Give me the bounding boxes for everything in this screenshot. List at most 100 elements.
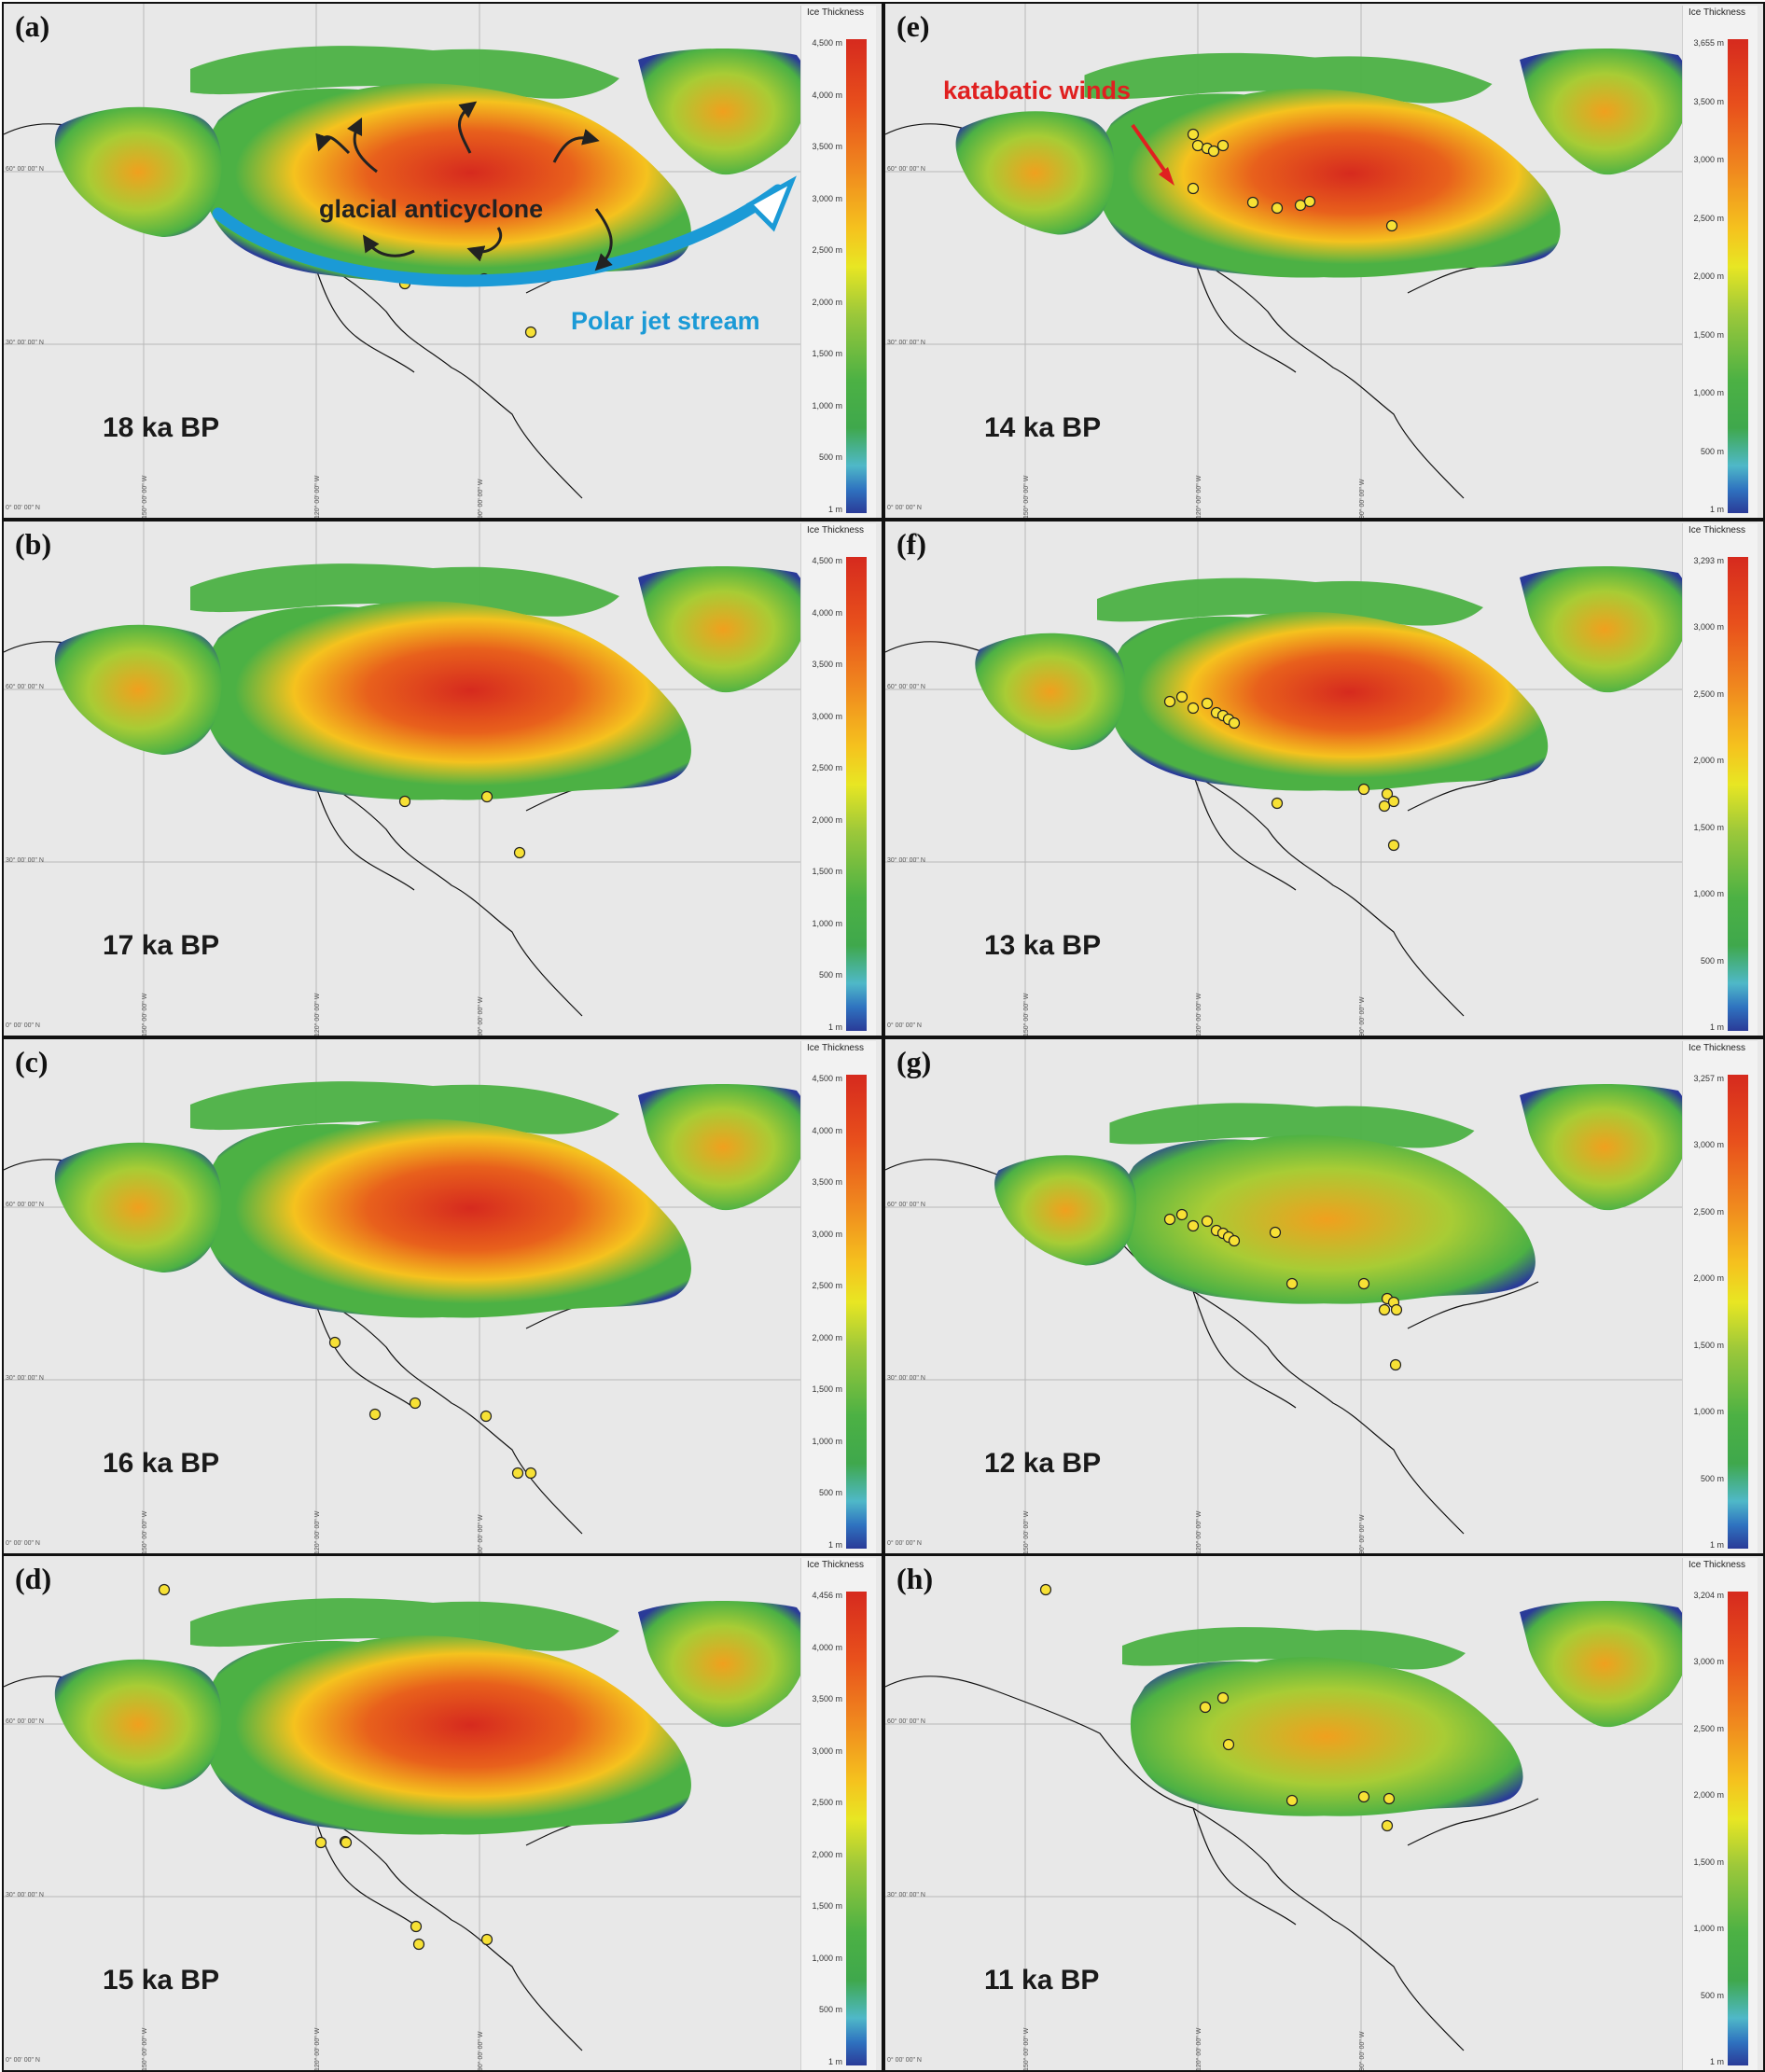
ice-thickness-legend: Ice Thickness 4,500 m 4,000 m 3,500 m 3,000 …	[800, 523, 876, 1036]
longitude-label: 90° 00' 00" W	[478, 2031, 484, 2071]
site-marker	[1187, 702, 1200, 715]
legend-tick-label: 2,500 m	[812, 1798, 842, 1808]
legend-tick-label: 2,000 m	[1693, 1790, 1724, 1801]
latitude-label: 60° 00' 00" N	[887, 166, 925, 173]
panel-letter: (d)	[15, 1562, 52, 1595]
greenland-ice-sheet	[1520, 49, 1690, 175]
site-marker	[524, 1467, 537, 1480]
legend-tick-label: 3,000 m	[1693, 155, 1724, 164]
legend-tick-label: 1,000 m	[1693, 388, 1724, 397]
longitude-label: 120° 00' 00" W	[1196, 2027, 1202, 2071]
age-label: 12 ka BP	[984, 1448, 1102, 1479]
legend-tick-label: 3,257 m	[1693, 1074, 1724, 1083]
map-panel-g: 60° 00' 00" N 30° 00' 00" N 0° 00' 00" N 15…	[883, 1037, 1765, 1555]
legend-color-bar	[1728, 39, 1748, 513]
site-marker	[1378, 800, 1391, 813]
legend-tick-label: 500 m	[1700, 1473, 1724, 1483]
longitude-label: 150° 00' 00" W	[142, 1510, 148, 1554]
latitude-label: 30° 00' 00" N	[887, 1892, 925, 1898]
ice-thickness-legend: Ice Thickness 3,293 m 3,000 m 2,500 m 2,000 …	[1682, 523, 1758, 1036]
site-marker	[368, 1408, 382, 1421]
site-marker	[1385, 219, 1398, 232]
map-panel-h: 60° 00' 00" N 30° 00' 00" N 0° 00' 00" N 15…	[883, 1554, 1765, 2072]
legend-tick-label: 2,500 m	[1693, 1723, 1724, 1733]
longitude-label: 90° 00' 00" W	[478, 996, 484, 1036]
ice-sheet-map	[4, 521, 809, 1036]
panel-letter: (c)	[15, 1045, 49, 1078]
legend-tick-label: 1,000 m	[812, 400, 842, 410]
legend-tick-label: 2,000 m	[812, 1332, 842, 1342]
legend-tick-label: 1 m	[1709, 505, 1724, 514]
legend-tick-label: 3,655 m	[1693, 38, 1724, 48]
longitude-label: 150° 00' 00" W	[1023, 2027, 1030, 2071]
legend-tick-label: 2,500 m	[812, 245, 842, 256]
legend-title: Ice Thickness	[807, 1043, 864, 1053]
legend-tick-label: 1,000 m	[812, 1436, 842, 1446]
site-marker	[314, 1836, 327, 1849]
site-marker	[1228, 716, 1241, 730]
map-panel-e: 60° 00' 00" N 30° 00' 00" N 0° 00' 00" N 15…	[883, 2, 1765, 520]
legend-tick-label: 4,500 m	[812, 1074, 842, 1083]
site-marker	[158, 1583, 171, 1596]
legend-tick-label: 2,000 m	[1693, 1273, 1724, 1284]
latitude-label: 60° 00' 00" N	[6, 1718, 44, 1725]
legend-tick-label: 3,000 m	[812, 711, 842, 721]
latitude-label: 60° 00' 00" N	[887, 684, 925, 690]
arctic-ice	[1084, 52, 1493, 104]
legend-tick-label: 1,000 m	[1693, 1924, 1724, 1934]
site-marker	[1286, 1277, 1299, 1290]
site-marker	[480, 1933, 493, 1946]
legend-tick-label: 1 m	[1709, 2057, 1724, 2066]
legend-tick-label: 3,000 m	[812, 193, 842, 203]
legend-title: Ice Thickness	[807, 7, 864, 18]
legend-tick-label: 4,500 m	[812, 556, 842, 565]
legend-tick-label: 3,500 m	[812, 1694, 842, 1704]
ice-sheets	[54, 563, 691, 800]
laurentide-ice-sheet	[1094, 89, 1561, 278]
legend-tick-label: 1,500 m	[812, 867, 842, 877]
site-marker	[1357, 1277, 1370, 1290]
legend-tick-label: 500 m	[818, 970, 842, 980]
legend-tick-label: 3,204 m	[1693, 1591, 1724, 1600]
ice-sheets	[54, 1598, 691, 1835]
arctic-ice	[1122, 1627, 1466, 1670]
map-panel-b: 60° 00' 00" N 30° 00' 00" N 0° 00' 00" N 15…	[2, 520, 883, 1037]
legend-tick-label: 2,500 m	[1693, 1206, 1724, 1217]
legend-tick-label: 1 m	[827, 1540, 842, 1550]
age-label: 13 ka BP	[984, 930, 1102, 961]
legend-tick-label: 2,500 m	[1693, 213, 1724, 223]
site-marker	[1357, 1790, 1370, 1803]
site-marker	[1207, 145, 1220, 158]
panel-letter: (a)	[15, 9, 50, 43]
ice-sheets	[1122, 1627, 1523, 1816]
longitude-label: 120° 00' 00" W	[314, 2027, 321, 2071]
legend-tick-label: 1,500 m	[1693, 1340, 1724, 1350]
legend-tick-label: 4,000 m	[812, 1642, 842, 1652]
ice-thickness-legend: Ice Thickness 4,456 m 4,000 m 3,500 m 3,000 …	[800, 1558, 876, 2070]
legend-tick-label: 1,500 m	[812, 1384, 842, 1395]
longitude-label: 150° 00' 00" W	[142, 2027, 148, 2071]
site-marker	[1357, 783, 1370, 796]
cordilleran-ice-sheet	[54, 106, 222, 237]
legend-tick-label: 3,000 m	[1693, 622, 1724, 633]
longitude-label: 90° 00' 00" W	[1359, 1514, 1366, 1554]
katabatic-arrowhead	[1159, 167, 1174, 186]
site-marker	[1271, 797, 1284, 810]
jet-stream-label: Polar jet stream	[571, 307, 760, 335]
map-panel-a: 60° 00' 00" N 30° 00' 00" N 0° 00' 00" N 15…	[2, 2, 883, 520]
greenland-ice-sheet	[638, 49, 809, 175]
longitude-label: 90° 00' 00" W	[1359, 479, 1366, 519]
age-label: 11 ka BP	[984, 1965, 1100, 1996]
katabatic-winds-label: katabatic winds	[943, 76, 1132, 104]
site-marker	[1216, 1691, 1230, 1704]
site-marker	[1222, 1738, 1235, 1751]
legend-title: Ice Thickness	[807, 1560, 864, 1570]
site-marker	[1286, 1794, 1299, 1807]
legend-tick-label: 1 m	[1709, 1022, 1724, 1032]
cordilleran-ice-sheet	[994, 1155, 1137, 1266]
legend-tick-label: 3,500 m	[812, 142, 842, 152]
legend-tick-label: 2,000 m	[1693, 271, 1724, 281]
site-marker	[479, 1410, 493, 1423]
ice-sheet-map	[885, 1039, 1690, 1553]
legend-tick-label: 1,000 m	[812, 1953, 842, 1963]
